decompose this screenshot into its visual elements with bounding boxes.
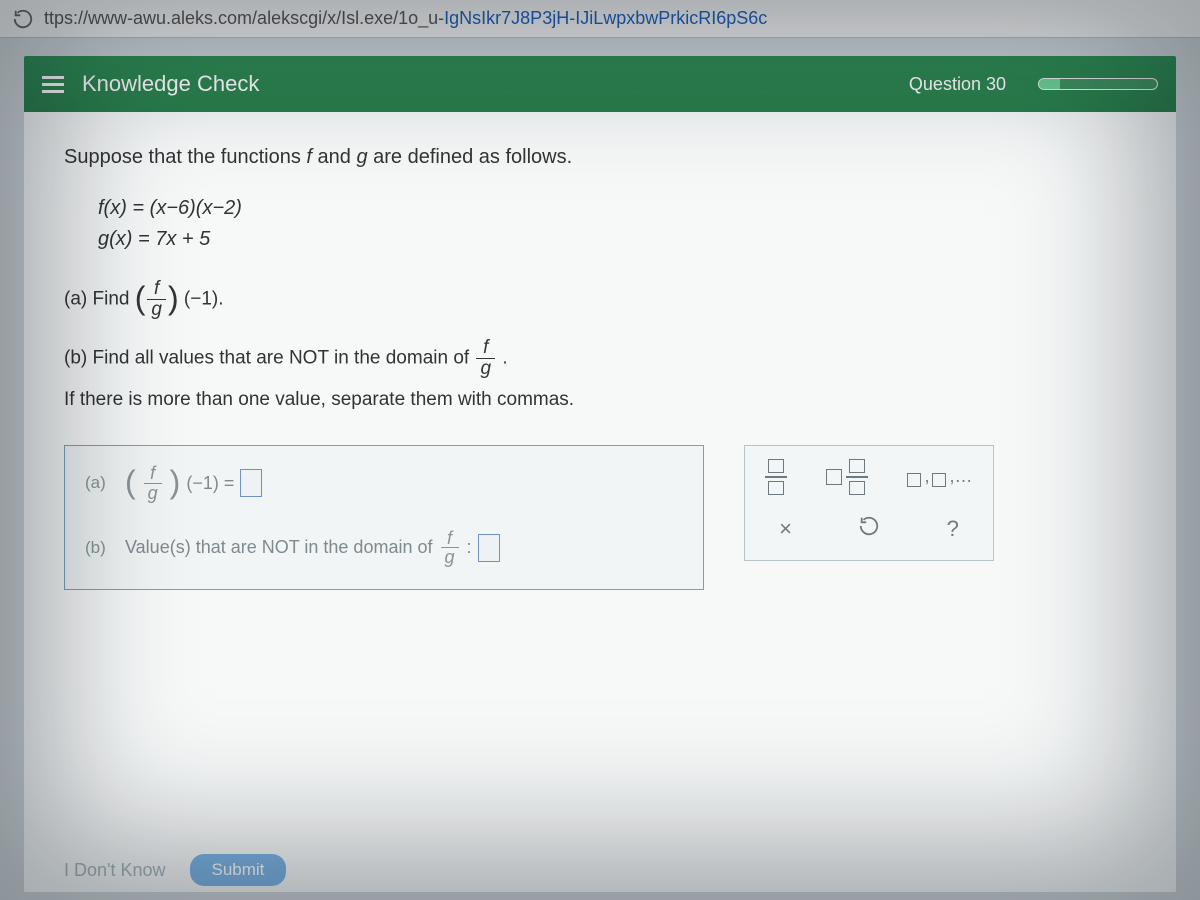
lead-b: are defined as follows. — [368, 146, 573, 168]
question-label: Question 30 — [909, 74, 1006, 95]
def-f: f(x) = (x−6)(x−2) — [98, 193, 1136, 224]
problem-statement: Suppose that the functions f and g are d… — [64, 146, 1136, 411]
menu-icon[interactable] — [42, 76, 64, 93]
answer-row: (a) (fg) (−1) = (b) Value(s) that are NO… — [64, 445, 1136, 591]
i-dont-know-link[interactable]: I Don't Know — [64, 860, 166, 881]
def-g: g(x) = 7x + 5 — [98, 224, 1136, 255]
part-a-arg: (−1). — [184, 288, 224, 309]
content-card: Suppose that the functions f and g are d… — [24, 112, 1176, 892]
lead-text: Suppose that the functions f and g are d… — [64, 146, 1136, 169]
note-text: If there is more than one value, separat… — [64, 389, 1136, 411]
reset-tool-icon[interactable] — [858, 515, 880, 542]
definitions: f(x) = (x−6)(x−2) g(x) = 7x + 5 — [98, 193, 1136, 255]
progress-bar — [1038, 78, 1158, 90]
url-text-prefix: ttps://www-awu.aleks.com/alekscgi/x/Isl.… — [44, 8, 444, 28]
answer-b-text-b: : — [467, 537, 472, 558]
math-toolbox: ,,… × ? — [744, 445, 994, 561]
lead-g: g — [356, 146, 367, 168]
reload-icon[interactable] — [12, 8, 34, 30]
part-b: (b) Find all values that are NOT in the … — [64, 338, 1136, 379]
bottom-bar: I Don't Know Submit — [64, 854, 1136, 886]
answer-b-expr: Value(s) that are NOT in the domain of f… — [125, 529, 500, 568]
part-a: (a) Find (fg) (−1). — [64, 279, 1136, 320]
url-text-tail: IgNsIkr7J8P3jH-IJiLwpxbwPrkicRI6pS6c — [444, 8, 767, 28]
answer-a-expr: (fg) (−1) = — [125, 464, 262, 503]
header-bar: Knowledge Check Question 30 — [24, 56, 1176, 112]
clear-tool-icon[interactable]: × — [779, 516, 792, 542]
list-tool-icon[interactable]: ,,… — [907, 466, 972, 487]
answer-a-input[interactable] — [240, 469, 262, 497]
fraction-tool-icon[interactable] — [765, 459, 787, 495]
answer-b-label: (b) — [85, 538, 115, 558]
progress-fill — [1039, 79, 1060, 89]
answer-box: (a) (fg) (−1) = (b) Value(s) that are NO… — [64, 445, 704, 591]
part-b-tail: . — [502, 347, 507, 368]
answer-a-label: (a) — [85, 473, 115, 493]
lead-and: and — [312, 146, 356, 168]
mixed-fraction-tool-icon[interactable] — [826, 459, 868, 495]
submit-button[interactable]: Submit — [190, 854, 287, 886]
url-bar[interactable]: ttps://www-awu.aleks.com/alekscgi/x/Isl.… — [44, 8, 1188, 29]
fraction-fg-icon: fg — [476, 338, 495, 379]
page-title: Knowledge Check — [82, 71, 891, 97]
answer-a-row: (a) (fg) (−1) = — [85, 464, 683, 503]
answer-a-arg: (−1) = — [186, 473, 234, 494]
help-tool-icon[interactable]: ? — [947, 516, 959, 542]
answer-b-input[interactable] — [478, 534, 500, 562]
app-area: Knowledge Check Question 30 Suppose that… — [0, 38, 1200, 892]
answer-b-row: (b) Value(s) that are NOT in the domain … — [85, 529, 683, 568]
answer-b-text-a: Value(s) that are NOT in the domain of — [125, 537, 433, 558]
part-b-text: (b) Find all values that are NOT in the … — [64, 347, 474, 368]
fraction-fg-icon: fg — [147, 279, 166, 320]
browser-chrome: ttps://www-awu.aleks.com/alekscgi/x/Isl.… — [0, 0, 1200, 38]
lead-a: Suppose that the functions — [64, 146, 306, 168]
part-a-pre: (a) Find — [64, 288, 135, 309]
